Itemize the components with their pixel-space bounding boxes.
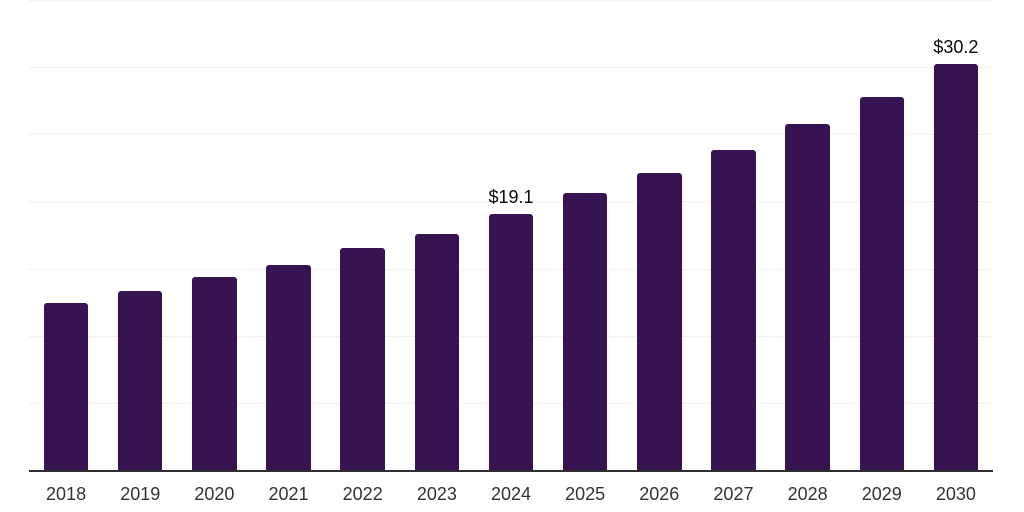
gridline: [29, 201, 993, 203]
bar-value-label-2030: $30.2: [933, 37, 979, 58]
bar-2022: [340, 248, 385, 470]
x-tick-label-2019: 2019: [120, 484, 161, 504]
plot-area: 2018 2019 2020 2021 2022 2023 2024 $19.1 2025 202…: [29, 0, 993, 512]
gridline: [29, 134, 993, 136]
x-tick-label-2022: 2022: [342, 484, 383, 504]
x-tick-label-2028: 2028: [787, 484, 828, 504]
bar-2027: [711, 150, 756, 470]
bar-2024: [488, 213, 534, 470]
bar-2026: [637, 173, 682, 470]
x-tick-label-2018: 2018: [46, 484, 87, 504]
gridline: [29, 0, 993, 1]
x-tick-label-2029: 2029: [861, 484, 902, 504]
bar-2023: [414, 233, 460, 470]
bar-value-label-2024: $19.1: [488, 186, 534, 207]
bar-2020: [192, 276, 237, 470]
bar-2021: [266, 264, 311, 470]
x-tick-label-2030: 2030: [935, 484, 976, 504]
x-tick-label-2025: 2025: [565, 484, 606, 504]
x-axis-line: [29, 470, 993, 472]
x-tick-label-2026: 2026: [639, 484, 680, 504]
bar-2029: [859, 96, 905, 470]
bar-2025: [562, 193, 608, 470]
gridline: [29, 67, 993, 69]
x-tick-label-2020: 2020: [194, 484, 235, 504]
x-tick-label-2021: 2021: [268, 484, 309, 504]
x-tick-label-2024: 2024: [490, 484, 532, 504]
x-tick-label-2027: 2027: [713, 484, 754, 504]
bar-2028: [785, 123, 830, 470]
bar-2019: [117, 291, 163, 470]
bar-2030: [933, 64, 979, 470]
x-tick-label-2023: 2023: [416, 484, 457, 504]
bar-2018: [43, 303, 89, 470]
